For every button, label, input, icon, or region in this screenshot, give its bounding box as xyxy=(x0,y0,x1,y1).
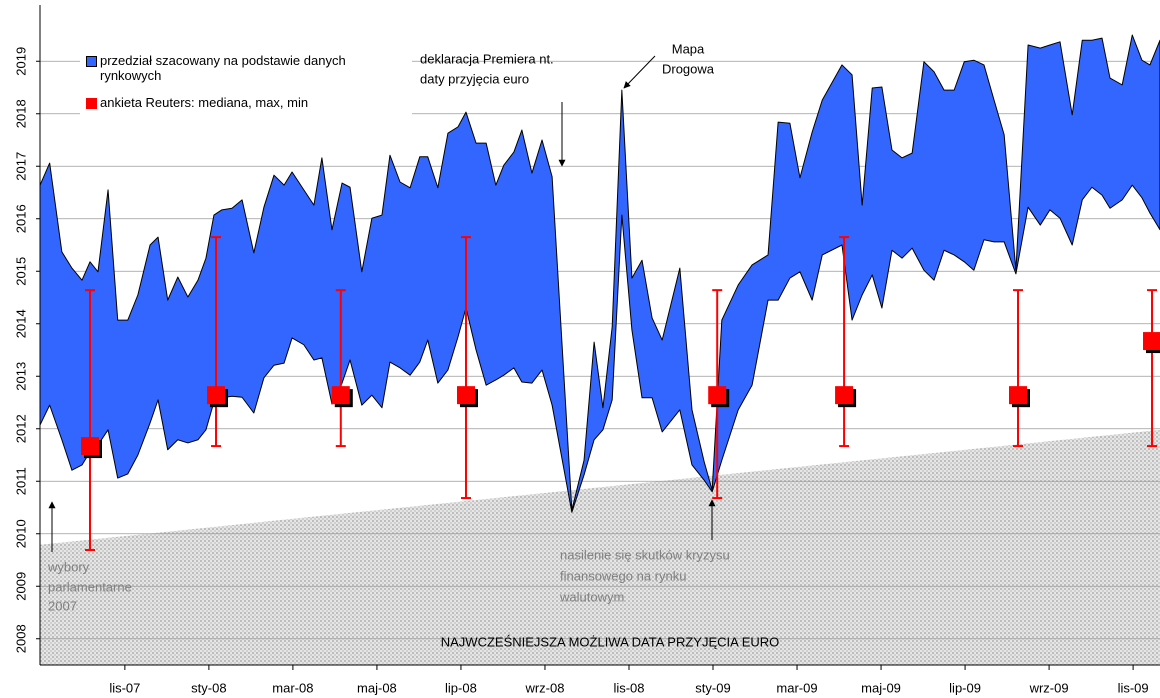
annotation: 2007 xyxy=(48,598,77,613)
y-tick-label: 2016 xyxy=(13,204,28,233)
y-tick-label: 2014 xyxy=(13,309,28,338)
median-marker xyxy=(708,386,727,405)
median-marker xyxy=(1009,386,1028,405)
x-tick-label: sty-08 xyxy=(191,680,226,695)
median-marker xyxy=(80,437,99,456)
y-tick-label: 2019 xyxy=(13,47,28,76)
arrow xyxy=(623,55,656,89)
x-tick-label: lis-08 xyxy=(613,680,644,695)
x-tick-label: sty-09 xyxy=(695,680,730,695)
legend-item: przedział szacowany na podstawie danych … xyxy=(86,53,406,83)
x-tick-label: wrz-08 xyxy=(524,680,564,695)
legend-label: ankieta Reuters: mediana, max, min xyxy=(100,95,309,110)
y-tick-label: 2009 xyxy=(13,572,28,601)
legend-label: przedział szacowany na podstawie danych … xyxy=(100,53,346,83)
annotation: nasilenie się skutków kryzysu xyxy=(560,547,730,562)
legend-item: ankieta Reuters: mediana, max, min xyxy=(86,95,406,110)
legend: przedział szacowany na podstawie danych … xyxy=(80,45,412,118)
x-tick-label: wrz-09 xyxy=(1029,680,1069,695)
annotation: Mapa xyxy=(672,41,705,56)
x-tick-label: lis-07 xyxy=(109,680,140,695)
x-tick-label: mar-08 xyxy=(272,680,313,695)
median-marker xyxy=(331,386,350,405)
annotation: daty przyjęcia euro xyxy=(420,71,529,86)
legend-swatch xyxy=(86,56,97,67)
floor-label: NAJWCZEŚNIEJSZA MOŻLIWA DATA PRZYJĘCIA E… xyxy=(441,634,780,649)
annotation: Drogowa xyxy=(662,61,715,76)
annotation: parlamentarne xyxy=(48,579,132,594)
annotation: finansowego na rynku xyxy=(560,568,686,583)
y-tick-label: 2011 xyxy=(13,467,28,495)
annotation: wybory xyxy=(47,559,90,574)
floor-area xyxy=(40,429,1160,665)
x-tick-label: lip-08 xyxy=(445,680,477,695)
y-tick-label: 2013 xyxy=(13,362,28,391)
legend-swatch xyxy=(86,98,97,109)
y-tick-label: 2008 xyxy=(13,624,28,653)
x-tick-label: maj-08 xyxy=(357,680,397,695)
median-marker xyxy=(1143,332,1160,351)
x-tick-label: mar-09 xyxy=(776,680,817,695)
range-band xyxy=(39,34,1160,513)
y-tick-label: 2018 xyxy=(13,99,28,128)
x-tick-label: maj-09 xyxy=(861,680,901,695)
median-marker xyxy=(835,386,854,405)
median-marker xyxy=(456,386,475,405)
annotation: deklaracja Premiera nt. xyxy=(420,51,554,66)
y-tick-label: 2012 xyxy=(13,414,28,443)
x-tick-label: lip-09 xyxy=(949,680,981,695)
x-tick-label: lis-09 xyxy=(1118,680,1149,695)
median-marker xyxy=(207,386,226,405)
annotation: walutowym xyxy=(559,589,624,604)
y-tick-label: 2015 xyxy=(13,257,28,286)
y-tick-label: 2010 xyxy=(13,519,28,548)
y-tick-label: 2017 xyxy=(13,152,28,181)
